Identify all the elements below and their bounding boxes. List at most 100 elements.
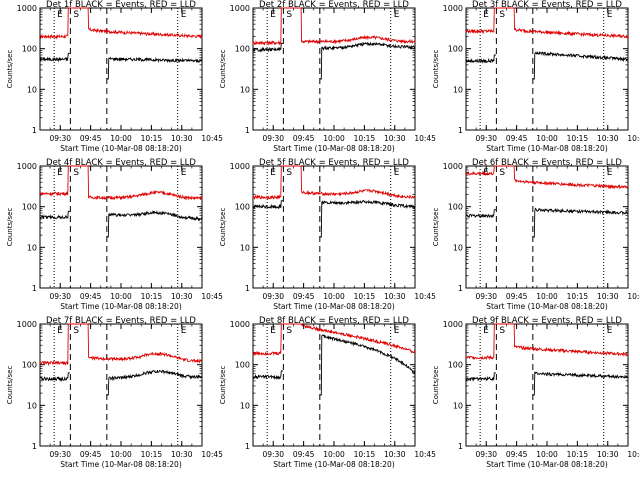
event-marker-label: S	[286, 326, 292, 336]
x-tick-label: 10:15	[567, 292, 589, 301]
lld-series-line	[465, 165, 629, 190]
x-tick-label: 10:30	[597, 134, 619, 143]
chart-panel-7: Det 7f BLACK = Events, RED = LLD 1 10 100 10…	[6, 316, 223, 469]
event-marker-label: E	[270, 168, 276, 178]
chart-title: Det 1f BLACK = Events, RED = LLD	[46, 0, 196, 10]
x-tick-label: 10:45	[627, 450, 640, 459]
x-tick-label: 10:30	[384, 450, 406, 459]
x-tick-label: 09:45	[80, 292, 102, 301]
y-tick-label: 1	[245, 442, 250, 451]
event-marker-label: E	[57, 326, 63, 336]
y-tick-label: 1	[32, 442, 37, 451]
x-axis-label: Start Time (10-Mar-08 08:18:20)	[486, 302, 608, 311]
event-marker-label: S	[73, 168, 79, 178]
x-tick-label: 10:00	[536, 292, 558, 301]
events-series-line	[465, 207, 629, 238]
chart-title: Det 7f BLACK = Events, RED = LLD	[46, 316, 196, 326]
event-marker-label: E	[181, 10, 187, 20]
x-tick-label: 09:30	[262, 450, 284, 459]
event-marker-label: E	[483, 168, 489, 178]
event-marker-label: S	[286, 10, 292, 20]
y-tick-label: 10	[453, 243, 463, 252]
y-tick-label: 10	[27, 243, 37, 252]
x-axis-label: Start Time (10-Mar-08 08:18:20)	[273, 302, 395, 311]
y-tick-label: 10	[453, 85, 463, 94]
x-tick-label: 09:45	[80, 134, 102, 143]
event-marker-label: E	[270, 326, 276, 336]
y-axis-label: Counts/sec	[6, 50, 14, 89]
event-marker-label: E	[57, 10, 63, 20]
event-marker-label: S	[286, 168, 292, 178]
x-tick-label: 09:30	[475, 134, 497, 143]
x-tick-label: 10:15	[141, 450, 163, 459]
event-marker-label: S	[499, 326, 505, 336]
chart-title: Det 9f BLACK = Events, RED = LLD	[472, 316, 622, 326]
event-marker-label: E	[181, 326, 187, 336]
x-tick-label: 10:15	[354, 134, 376, 143]
x-tick-label: 10:30	[384, 292, 406, 301]
x-axis-label: Start Time (10-Mar-08 08:18:20)	[60, 302, 182, 311]
y-tick-label: 100	[448, 45, 463, 54]
events-series-line	[39, 209, 203, 238]
y-tick-label: 10	[27, 85, 37, 94]
x-tick-label: 09:45	[293, 450, 315, 459]
event-marker-label: E	[394, 326, 400, 336]
y-tick-label: 100	[22, 361, 37, 370]
chart-panel-6: Det 6f BLACK = Events, RED = LLD 1 10 100 10…	[432, 158, 640, 311]
chart-panel-3: Det 3f BLACK = Events, RED = LLD 1 10 100 10…	[432, 0, 640, 153]
lld-series-line	[465, 323, 629, 361]
x-tick-label: 10:30	[171, 292, 193, 301]
y-tick-label: 10	[240, 243, 250, 252]
chart-panel-2: Det 2f BLACK = Events, RED = LLD 1 10 100 10…	[219, 0, 436, 153]
x-axis-label: Start Time (10-Mar-08 08:18:20)	[486, 460, 608, 469]
y-tick-label: 100	[235, 361, 250, 370]
x-tick-label: 09:30	[262, 134, 284, 143]
y-tick-label: 1	[458, 126, 463, 135]
event-marker-label: S	[499, 10, 505, 20]
x-tick-label: 10:30	[384, 134, 406, 143]
x-tick-label: 10:15	[141, 292, 163, 301]
event-marker-label: E	[394, 168, 400, 178]
event-marker-label: E	[181, 168, 187, 178]
y-tick-label: 100	[22, 45, 37, 54]
lld-series-line	[39, 165, 203, 201]
x-tick-label: 10:45	[627, 134, 640, 143]
events-series-line	[39, 52, 203, 80]
x-axis-label: Start Time (10-Mar-08 08:18:20)	[273, 460, 395, 469]
x-tick-label: 09:45	[506, 134, 528, 143]
event-marker-label: E	[270, 10, 276, 20]
chart-title: Det 6f BLACK = Events, RED = LLD	[472, 158, 622, 168]
x-tick-label: 10:45	[627, 292, 640, 301]
x-tick-label: 10:00	[110, 134, 132, 143]
x-tick-label: 09:30	[475, 292, 497, 301]
event-marker-label: E	[57, 168, 63, 178]
y-tick-label: 1000	[17, 162, 37, 171]
events-series-line	[252, 41, 416, 80]
y-axis-label: Counts/sec	[219, 366, 227, 405]
chart-title: Det 2f BLACK = Events, RED = LLD	[259, 0, 409, 10]
x-tick-label: 10:00	[110, 292, 132, 301]
y-tick-label: 1000	[230, 4, 250, 13]
lld-series-line	[39, 323, 203, 367]
x-tick-label: 09:30	[262, 292, 284, 301]
y-tick-label: 1	[245, 284, 250, 293]
y-axis-label: Counts/sec	[219, 208, 227, 247]
chart-panel-1: Det 1f BLACK = Events, RED = LLD 1 10 100 10…	[6, 0, 223, 153]
y-tick-label: 1000	[443, 320, 463, 329]
event-marker-label: E	[607, 168, 613, 178]
event-marker-label: E	[607, 326, 613, 336]
y-tick-label: 100	[235, 203, 250, 212]
x-tick-label: 10:00	[536, 450, 558, 459]
y-tick-label: 1000	[17, 4, 37, 13]
chart-panel-4: Det 4f BLACK = Events, RED = LLD 1 10 100 10…	[6, 158, 223, 311]
event-marker-label: S	[73, 326, 79, 336]
y-tick-label: 100	[448, 203, 463, 212]
x-tick-label: 10:00	[110, 450, 132, 459]
y-tick-label: 1	[245, 126, 250, 135]
x-tick-label: 10:00	[323, 450, 345, 459]
y-tick-label: 1	[458, 284, 463, 293]
x-tick-label: 09:45	[293, 134, 315, 143]
y-tick-label: 1	[458, 442, 463, 451]
events-series-line	[465, 371, 629, 396]
